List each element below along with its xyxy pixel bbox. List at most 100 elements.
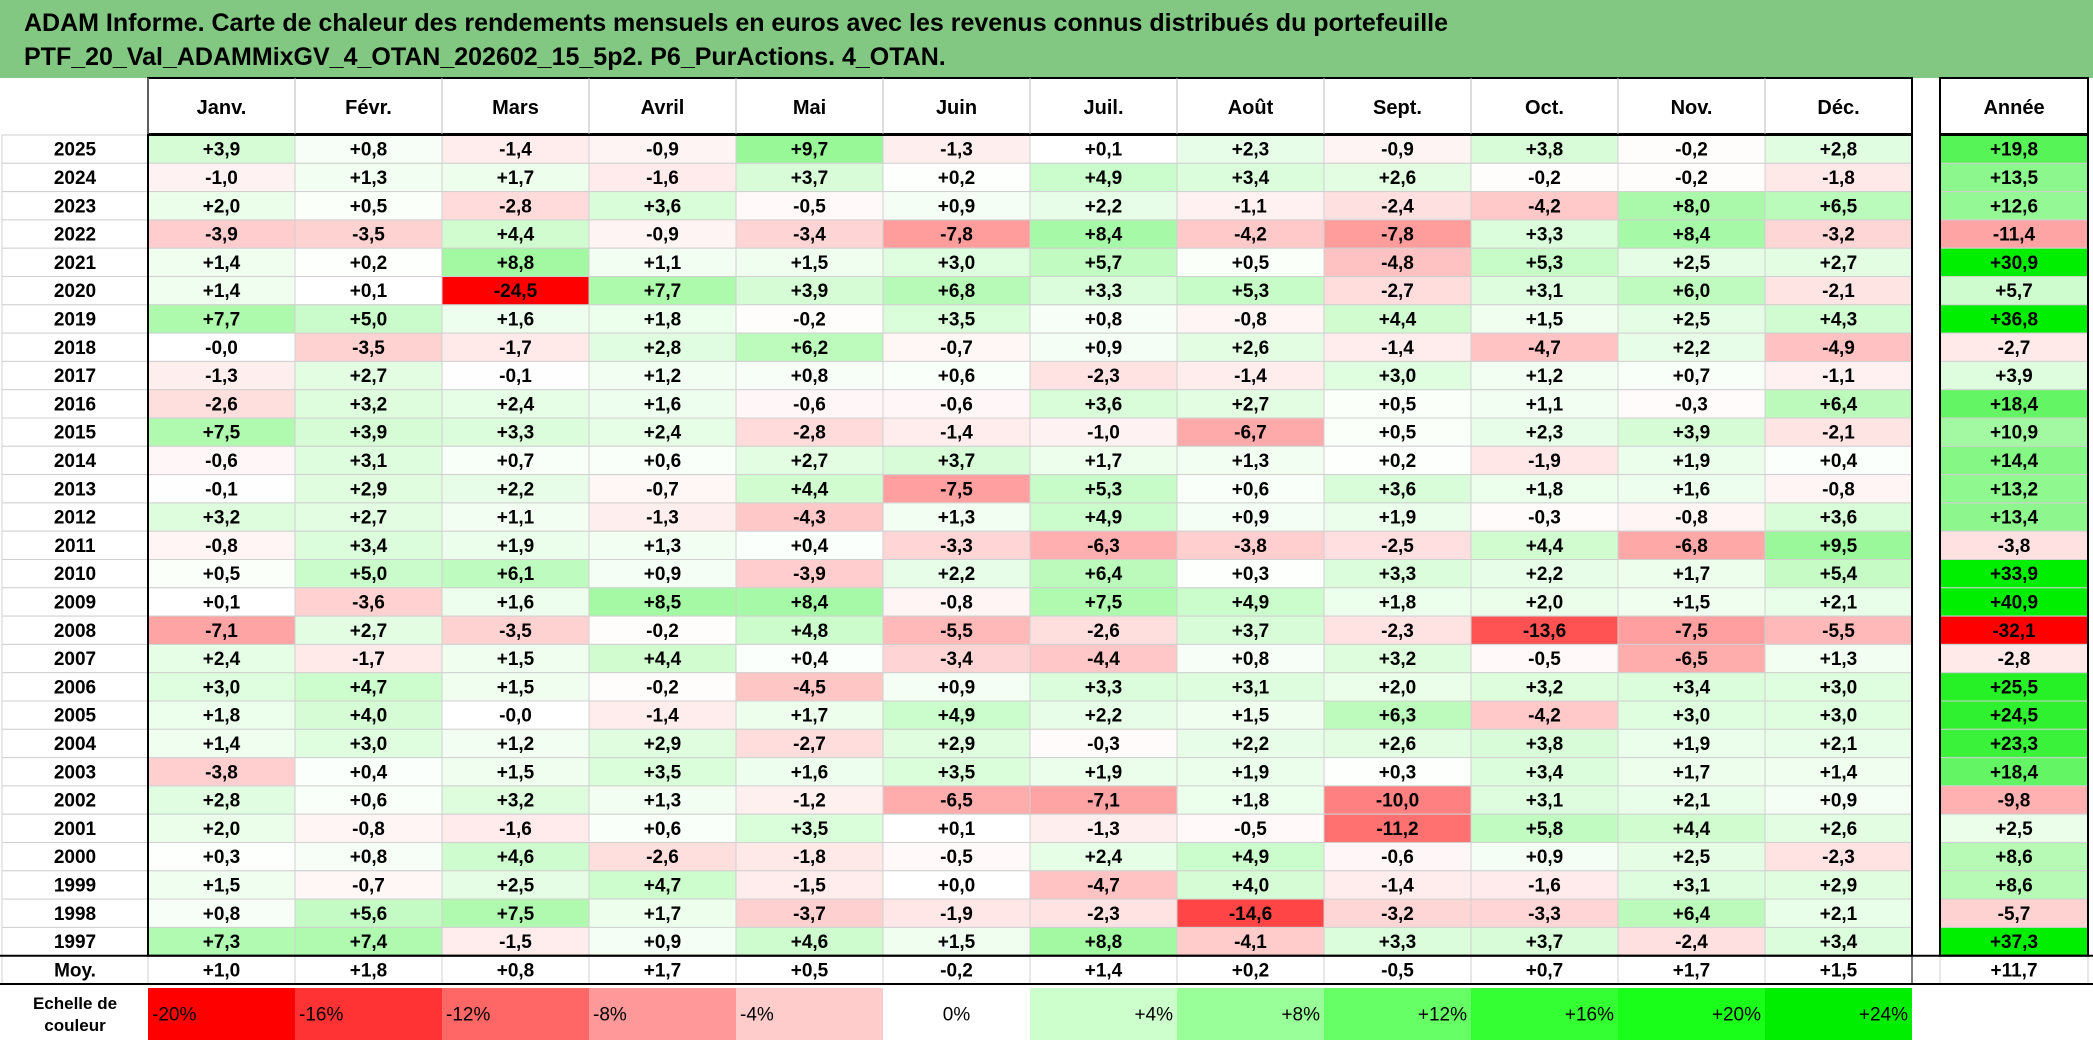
heatmap-cell-label: +1,9 <box>1085 762 1123 783</box>
heatmap-cell <box>735 445 884 476</box>
heatmap-cell-label: +3,2 <box>1526 677 1564 698</box>
heatmap-cell-label: +1,7 <box>1673 762 1711 783</box>
heatmap-cell-label: +6,4 <box>1673 904 1711 925</box>
heatmap-cell-label: +8,4 <box>1673 225 1711 246</box>
average-row-label-cell <box>1 955 149 985</box>
chart-title-line-1: ADAM Informe. Carte de chaleur des rende… <box>24 9 1449 37</box>
heatmap-cell-label: +8,4 <box>1085 225 1123 246</box>
heatmap-cell <box>882 191 1031 221</box>
heatmap-cell <box>735 219 884 249</box>
year-row-2019-label-cell <box>1 304 149 334</box>
heatmap-cell-label: +1,5 <box>791 253 829 274</box>
heatmap-cell-label: +1,6 <box>791 762 829 783</box>
heatmap-cell-label: -0,3 <box>1675 394 1708 415</box>
year-total-label: +36,8 <box>1990 309 2038 330</box>
heatmap-cell <box>735 474 884 504</box>
heatmap-cell <box>1323 842 1472 872</box>
heatmap-cell <box>294 672 443 702</box>
heatmap-cell <box>735 615 884 645</box>
heatmap-cell-label: +6,4 <box>1820 394 1858 415</box>
heatmap-cell <box>294 332 443 362</box>
year-row-1999-label: 1999 <box>54 875 96 896</box>
heatmap-cell-label: +0,1 <box>350 281 388 302</box>
chart-title-line-2: PTF_20_Val_ADAMMixGV_4_OTAN_202602_15_5p… <box>24 43 946 71</box>
heatmap-cell-label: -3,5 <box>352 338 385 359</box>
year-row-2005-label-cell <box>1 700 149 730</box>
heatmap-cell-label: +1,3 <box>644 791 682 812</box>
heatmap-cell-label: +4,6 <box>791 932 829 953</box>
heatmap-cell-label: -0,2 <box>646 621 679 642</box>
heatmap-cell-label: +1,5 <box>497 649 535 670</box>
color-scale-swatch <box>589 988 736 1040</box>
heatmap-cell <box>735 842 884 872</box>
year-total-label: +2,5 <box>1995 819 2033 840</box>
heatmap-cell-label: +3,1 <box>1526 281 1564 302</box>
color-scale-label: +20% <box>1712 1005 1761 1026</box>
heatmap-cell-label: -0,8 <box>1822 479 1855 500</box>
heatmap-cell-label: +3,7 <box>1526 932 1564 953</box>
heatmap-cell <box>1029 162 1178 193</box>
heatmap-cell <box>1764 502 1913 532</box>
heatmap-cell-label: +6,5 <box>1820 196 1858 217</box>
heatmap-cell-label: +2,2 <box>1673 338 1711 359</box>
color-scale-label: +8% <box>1281 1005 1320 1026</box>
heatmap-cell <box>588 955 737 985</box>
heatmap-cell-label: +2,2 <box>497 479 535 500</box>
heatmap-cell <box>1764 530 1913 561</box>
heatmap-cell <box>1323 332 1472 362</box>
heatmap-cell-label: +1,1 <box>1526 394 1564 415</box>
heatmap-cell <box>1323 191 1472 221</box>
year-row-2025-label-cell <box>1 134 149 164</box>
heatmap-cell-label: +1,3 <box>1820 649 1858 670</box>
heatmap-cell-label: +3,6 <box>1820 508 1858 529</box>
heatmap-cell <box>294 134 443 164</box>
heatmap-cell-label: +3,2 <box>350 394 388 415</box>
year-total-label: +30,9 <box>1990 253 2038 274</box>
year-total-label: -2,7 <box>1998 338 2031 359</box>
heatmap-cell <box>882 728 1031 759</box>
month-header-6: Juin <box>936 97 977 119</box>
heatmap-cell-label: +0,6 <box>644 451 682 472</box>
heatmap-cell <box>1470 898 1619 928</box>
heatmap-cell-label: +3,3 <box>1085 677 1123 698</box>
color-scale-swatch <box>1618 988 1765 1040</box>
heatmap-cell-label: -2,1 <box>1822 281 1855 302</box>
heatmap-cell-label: +7,3 <box>203 932 241 953</box>
heatmap-cell <box>1176 700 1325 730</box>
year-row-2024-label: 2024 <box>54 168 97 189</box>
heatmap-cell-label: +2,2 <box>1232 734 1270 755</box>
heatmap-cell-label: +2,6 <box>1232 338 1270 359</box>
heatmap-cell-label: +5,4 <box>1820 564 1858 585</box>
heatmap-cell-label: +1,4 <box>1085 960 1123 981</box>
heatmap-cell-label: +0,9 <box>1232 508 1270 529</box>
heatmap-cell-label: -1,0 <box>1087 423 1120 444</box>
heatmap-cell-label: -0,6 <box>793 394 826 415</box>
color-scale-label: -20% <box>152 1005 196 1026</box>
heatmap-cell-label: +2,7 <box>1232 394 1270 415</box>
year-total-cell <box>1939 417 2089 447</box>
heatmap-cell-label: +2,1 <box>1673 791 1711 812</box>
heatmap-cell-label: +3,9 <box>1673 423 1711 444</box>
heatmap-cell-label: +3,8 <box>1526 140 1564 161</box>
year-row-2023-label: 2023 <box>54 196 96 217</box>
year-row-2017-label: 2017 <box>54 366 96 387</box>
year-total-cell <box>1939 842 2089 872</box>
heatmap-cell-label: +1,9 <box>1673 451 1711 472</box>
heatmap-cell <box>588 643 737 674</box>
heatmap-cell-label: -7,1 <box>1087 791 1120 812</box>
heatmap-cell-label: +1,4 <box>203 253 241 274</box>
heatmap-cell-label: +2,7 <box>350 366 388 387</box>
heatmap-cell <box>882 276 1031 306</box>
heatmap-cell-label: +1,3 <box>1232 451 1270 472</box>
heatmap-cell-label: +2,1 <box>1820 734 1858 755</box>
heatmap-cell-label: +1,9 <box>497 536 535 557</box>
heatmap-cell <box>147 502 296 532</box>
heatmap-cell-label: -1,6 <box>646 168 679 189</box>
heatmap-cell <box>1764 898 1913 928</box>
heatmap-cell-label: -0,1 <box>205 479 238 500</box>
heatmap-cell-label: +2,5 <box>497 875 535 896</box>
heatmap-cell-label: +1,3 <box>644 536 682 557</box>
heatmap-cell-label: -3,5 <box>499 621 532 642</box>
heatmap-cell-label: +0,8 <box>203 904 241 925</box>
